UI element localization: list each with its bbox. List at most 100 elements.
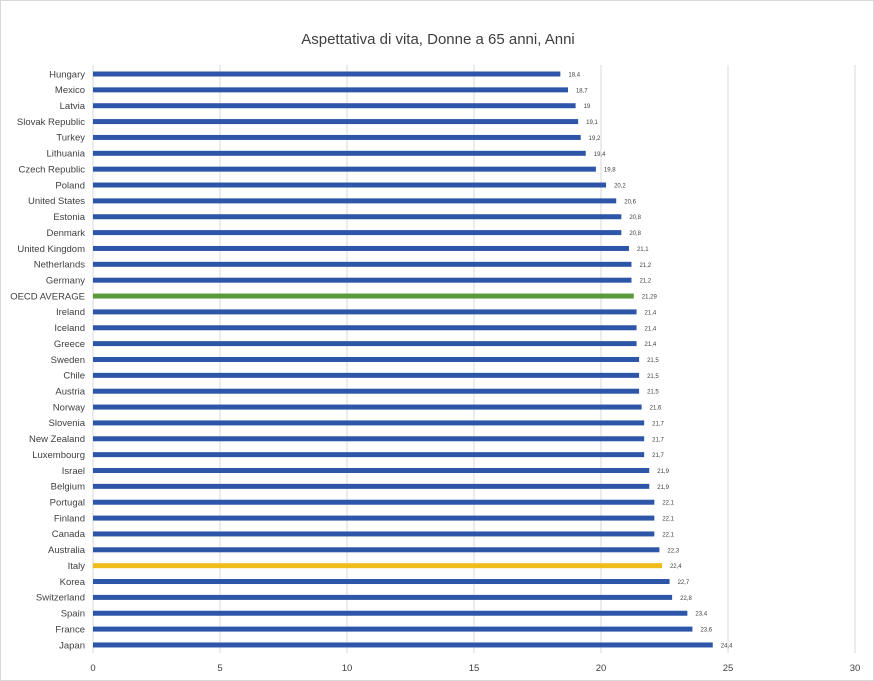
category-label-france: France xyxy=(55,624,85,635)
bar-estonia xyxy=(93,214,622,220)
x-tick-label-0: 0 xyxy=(90,663,95,674)
bar-mexico xyxy=(93,87,568,93)
value-label-estonia: 20,8 xyxy=(629,215,641,221)
value-label-netherlands: 21,2 xyxy=(639,263,651,269)
category-label-oecd-average: OECD AVERAGE xyxy=(10,291,85,302)
bar-poland xyxy=(93,182,607,188)
value-label-new-zealand: 21,7 xyxy=(652,437,664,443)
bar-slovenia xyxy=(93,420,645,426)
bar-sweden xyxy=(93,356,640,362)
bar-luxembourg xyxy=(93,452,645,458)
category-label-australia: Australia xyxy=(48,545,86,556)
value-label-oecd-average: 21,29 xyxy=(642,295,658,301)
category-label-estonia: Estonia xyxy=(53,212,85,223)
category-label-norway: Norway xyxy=(53,402,85,413)
value-label-australia: 22,3 xyxy=(667,548,679,554)
value-label-mexico: 18,7 xyxy=(576,88,588,94)
category-label-belgium: Belgium xyxy=(51,482,85,493)
value-label-czech-republic: 19,8 xyxy=(604,168,616,174)
value-label-poland: 20,2 xyxy=(614,184,626,190)
value-label-switzerland: 22,8 xyxy=(680,596,692,602)
value-label-norway: 21,6 xyxy=(650,406,662,412)
value-label-chile: 21,5 xyxy=(647,374,659,380)
value-label-belgium: 21,9 xyxy=(657,485,669,491)
value-label-spain: 23,4 xyxy=(695,612,707,618)
category-label-united-kingdom: United Kingdom xyxy=(17,244,85,255)
value-label-slovenia: 21,7 xyxy=(652,421,664,427)
value-label-portugal: 22,1 xyxy=(662,501,674,507)
category-label-korea: Korea xyxy=(60,577,86,588)
value-label-austria: 21,5 xyxy=(647,390,659,396)
category-label-lithuania: Lithuania xyxy=(46,149,85,160)
category-label-luxembourg: Luxembourg xyxy=(32,450,85,461)
bar-portugal xyxy=(93,499,655,505)
value-label-united-kingdom: 21,1 xyxy=(637,247,649,253)
value-label-greece: 21,4 xyxy=(645,342,657,348)
value-label-sweden: 21,5 xyxy=(647,358,659,364)
value-label-turkey: 19,2 xyxy=(589,136,601,142)
value-label-israel: 21,9 xyxy=(657,469,669,475)
bar-finland xyxy=(93,515,655,521)
category-label-denmark: Denmark xyxy=(46,228,85,239)
value-label-korea: 22,7 xyxy=(678,580,690,586)
bar-austria xyxy=(93,388,640,394)
bar-lithuania xyxy=(93,150,586,156)
value-label-latvia: 19 xyxy=(584,104,591,110)
category-label-slovenia: Slovenia xyxy=(49,418,86,429)
bar-turkey xyxy=(93,134,581,140)
bar-slovak-republic xyxy=(93,119,579,125)
category-label-hungary: Hungary xyxy=(49,69,85,80)
value-label-canada: 22,1 xyxy=(662,532,674,538)
value-label-denmark: 20,8 xyxy=(629,231,641,237)
category-label-switzerland: Switzerland xyxy=(36,593,85,604)
x-tick-label-20: 20 xyxy=(596,663,607,674)
bar-japan xyxy=(93,642,713,648)
category-label-japan: Japan xyxy=(59,640,85,651)
bar-new-zealand xyxy=(93,436,645,442)
bar-latvia xyxy=(93,103,576,109)
bar-greece xyxy=(93,341,637,347)
bar-czech-republic xyxy=(93,166,596,172)
category-label-israel: Israel xyxy=(62,466,85,477)
category-label-finland: Finland xyxy=(54,513,85,524)
category-label-italy: Italy xyxy=(68,561,86,572)
category-label-latvia: Latvia xyxy=(60,101,86,112)
bar-israel xyxy=(93,468,650,473)
category-label-germany: Germany xyxy=(46,275,85,286)
bar-france xyxy=(93,626,693,632)
category-label-czech-republic: Czech Republic xyxy=(18,164,85,175)
value-label-germany: 21,2 xyxy=(639,279,651,285)
value-label-italy: 22,4 xyxy=(670,564,682,570)
category-label-poland: Poland xyxy=(55,180,85,191)
x-tick-label-15: 15 xyxy=(469,663,480,674)
category-label-turkey: Turkey xyxy=(56,133,85,144)
bar-belgium xyxy=(93,483,650,489)
category-label-spain: Spain xyxy=(61,609,85,620)
bar-germany xyxy=(93,277,632,283)
category-label-canada: Canada xyxy=(52,529,86,540)
category-label-sweden: Sweden xyxy=(51,355,85,366)
value-label-iceland: 21,4 xyxy=(645,326,657,332)
bar-united-kingdom xyxy=(93,245,629,251)
bar-iceland xyxy=(93,325,637,331)
bar-spain xyxy=(93,610,688,616)
x-tick-label-5: 5 xyxy=(217,663,222,674)
bar-denmark xyxy=(93,230,622,236)
value-label-france: 23,6 xyxy=(700,628,712,634)
bar-australia xyxy=(93,547,660,553)
category-label-ireland: Ireland xyxy=(56,307,85,318)
x-tick-label-25: 25 xyxy=(723,663,734,674)
value-label-lithuania: 19,4 xyxy=(594,152,606,158)
category-label-chile: Chile xyxy=(63,371,85,382)
bar-netherlands xyxy=(93,261,632,267)
category-label-iceland: Iceland xyxy=(54,323,85,334)
bar-canada xyxy=(93,531,655,537)
value-label-ireland: 21,4 xyxy=(645,310,657,316)
category-label-austria: Austria xyxy=(55,387,85,398)
bar-switzerland xyxy=(93,594,673,600)
bar-norway xyxy=(93,404,642,410)
category-label-united-states: United States xyxy=(28,196,85,207)
bar-korea xyxy=(93,579,670,585)
